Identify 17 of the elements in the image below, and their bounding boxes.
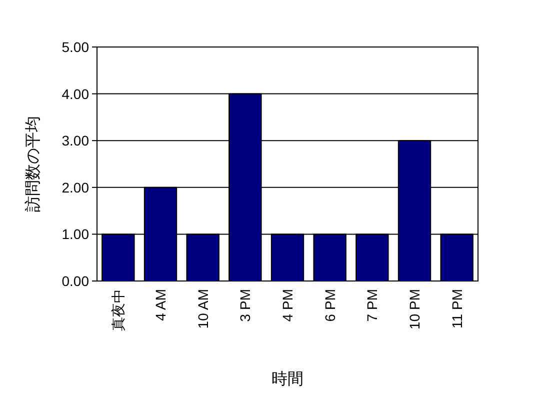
x-tick-label: 7 PM — [364, 289, 380, 322]
y-tick-label: 5.00 — [62, 39, 90, 55]
y-tick-label: 0.00 — [62, 273, 90, 289]
y-tick-label: 2.00 — [62, 179, 90, 196]
y-tick-label: 1.00 — [62, 226, 90, 242]
y-tick-label: 3.00 — [62, 132, 90, 149]
x-axis-title: 時間 — [272, 370, 304, 388]
x-tick-label: 真夜中 — [110, 289, 126, 331]
x-tick-label: 10 PM — [406, 289, 422, 330]
x-tick-label: 6 PM — [322, 289, 338, 322]
x-tick-label: 11 PM — [448, 289, 465, 328]
x-tick-label: 4 AM — [152, 289, 168, 321]
y-axis-title: 訪問数の平均 — [24, 116, 42, 212]
y-tick-label: 4.00 — [62, 86, 90, 102]
x-tick-label: 4 PM — [280, 289, 296, 322]
x-tick-label: 3 PM — [237, 289, 254, 322]
x-tick-label: 10 AM — [194, 289, 211, 329]
